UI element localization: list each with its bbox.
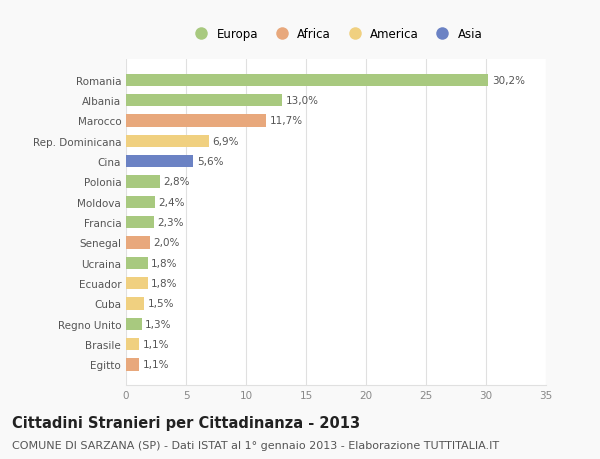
Legend: Europa, Africa, America, Asia: Europa, Africa, America, Asia (185, 23, 487, 45)
Text: 2,0%: 2,0% (154, 238, 180, 248)
Text: 6,9%: 6,9% (212, 136, 239, 146)
Text: COMUNE DI SARZANA (SP) - Dati ISTAT al 1° gennaio 2013 - Elaborazione TUTTITALIA: COMUNE DI SARZANA (SP) - Dati ISTAT al 1… (12, 440, 499, 450)
Text: 1,1%: 1,1% (143, 339, 169, 349)
Text: 2,8%: 2,8% (163, 177, 190, 187)
Text: 2,4%: 2,4% (158, 197, 185, 207)
Bar (126, 298, 144, 310)
Text: 1,3%: 1,3% (145, 319, 172, 329)
Bar (126, 217, 154, 229)
Bar (126, 115, 266, 127)
Text: Cittadini Stranieri per Cittadinanza - 2013: Cittadini Stranieri per Cittadinanza - 2… (12, 415, 360, 431)
Bar (126, 257, 148, 269)
Bar (126, 135, 209, 147)
Bar (126, 95, 282, 107)
Bar (126, 358, 139, 371)
Bar (126, 74, 488, 87)
Text: 1,8%: 1,8% (151, 279, 178, 288)
Text: 11,7%: 11,7% (270, 116, 303, 126)
Bar (126, 318, 142, 330)
Bar (126, 237, 150, 249)
Text: 5,6%: 5,6% (197, 157, 223, 167)
Bar (126, 196, 155, 208)
Bar (126, 176, 160, 188)
Bar (126, 156, 193, 168)
Bar (126, 277, 148, 290)
Text: 1,8%: 1,8% (151, 258, 178, 268)
Text: 30,2%: 30,2% (492, 76, 525, 85)
Text: 13,0%: 13,0% (286, 96, 319, 106)
Text: 1,5%: 1,5% (148, 299, 174, 309)
Text: 1,1%: 1,1% (143, 360, 169, 369)
Text: 2,3%: 2,3% (157, 218, 184, 228)
Bar (126, 338, 139, 351)
